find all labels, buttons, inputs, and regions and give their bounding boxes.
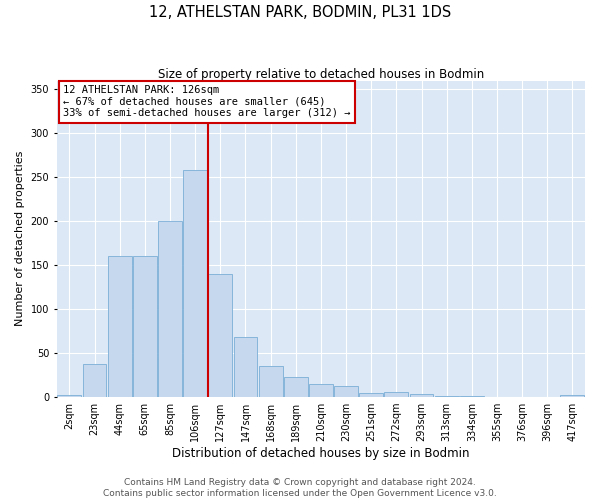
Title: Size of property relative to detached houses in Bodmin: Size of property relative to detached ho… bbox=[158, 68, 484, 80]
Bar bbox=[208, 274, 232, 397]
Y-axis label: Number of detached properties: Number of detached properties bbox=[15, 151, 25, 326]
Bar bbox=[309, 384, 333, 397]
Bar bbox=[259, 366, 283, 397]
Bar bbox=[560, 396, 584, 397]
Bar bbox=[233, 338, 257, 397]
Text: 12 ATHELSTAN PARK: 126sqm
← 67% of detached houses are smaller (645)
33% of semi: 12 ATHELSTAN PARK: 126sqm ← 67% of detac… bbox=[63, 85, 350, 118]
Bar bbox=[334, 386, 358, 397]
Bar bbox=[108, 256, 131, 397]
Text: Contains HM Land Registry data © Crown copyright and database right 2024.
Contai: Contains HM Land Registry data © Crown c… bbox=[103, 478, 497, 498]
Bar bbox=[58, 396, 82, 397]
Bar bbox=[133, 256, 157, 397]
Bar bbox=[460, 396, 484, 397]
Bar bbox=[83, 364, 106, 397]
Text: 12, ATHELSTAN PARK, BODMIN, PL31 1DS: 12, ATHELSTAN PARK, BODMIN, PL31 1DS bbox=[149, 5, 451, 20]
X-axis label: Distribution of detached houses by size in Bodmin: Distribution of detached houses by size … bbox=[172, 447, 470, 460]
Bar bbox=[359, 392, 383, 397]
Bar bbox=[284, 377, 308, 397]
Bar bbox=[410, 394, 433, 397]
Bar bbox=[183, 170, 207, 397]
Bar bbox=[435, 396, 458, 397]
Bar bbox=[385, 392, 409, 397]
Bar bbox=[158, 221, 182, 397]
